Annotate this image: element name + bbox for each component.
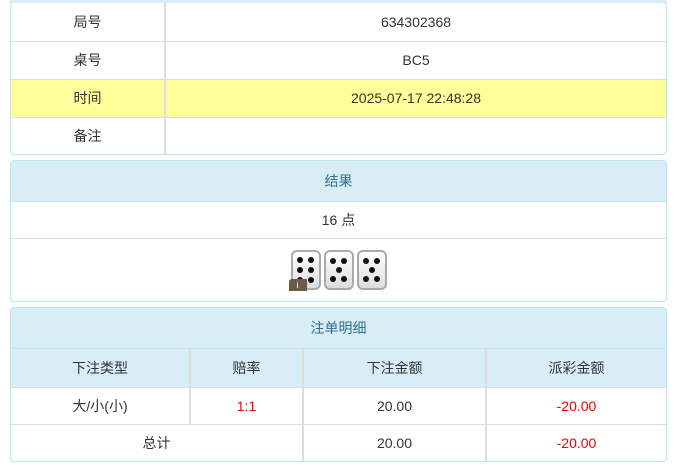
pip: [297, 256, 304, 263]
bet-details-panel: 注单明细 下注类型 赔率 下注金额 派彩金额 大/小(小) 1:1 20.00 …: [10, 307, 667, 462]
label: 时间: [11, 79, 166, 118]
pip: [341, 276, 348, 282]
value: [165, 117, 666, 154]
odds: 1:1: [190, 387, 304, 425]
header-amount: 下注金额: [303, 349, 487, 388]
total-label: 总计: [11, 424, 304, 461]
result-panel: 结果 16 点 i: [10, 160, 667, 302]
info-row-round: 局号 634302368: [11, 3, 666, 42]
panel-top-strip: [10, 0, 667, 4]
label: 备注: [11, 117, 166, 154]
dice-group: i: [288, 250, 387, 291]
pip: [374, 276, 381, 282]
pip: [329, 276, 336, 282]
info-badge-icon[interactable]: i: [288, 279, 307, 291]
amount: 20.00: [303, 387, 487, 425]
die-5: [323, 250, 354, 290]
info-row-time: 时间 2025-07-17 22:48:28: [11, 79, 666, 118]
pip: [335, 267, 342, 273]
table-row: 大/小(小) 1:1 20.00 -20.00: [11, 387, 666, 425]
total-row: 总计 20.00 -20.00: [11, 424, 666, 461]
pip: [362, 258, 369, 264]
pip: [374, 258, 381, 264]
round-info-panel: 局号 634302368 桌号 BC5 时间 2025-07-17 22:48:28 …: [10, 3, 667, 155]
total-amount: 20.00: [303, 424, 487, 461]
value: 2025-07-17 22:48:28: [165, 79, 666, 118]
info-row-note: 备注: [11, 117, 666, 154]
value: 634302368: [165, 3, 666, 42]
pip: [307, 277, 314, 284]
pip: [329, 258, 336, 264]
total-payout: -20.00: [556, 434, 597, 451]
die-5: [356, 250, 387, 290]
pip: [368, 267, 375, 273]
info-row-table: 桌号 BC5: [11, 41, 666, 80]
result-title: 结果: [11, 161, 666, 202]
pip: [362, 276, 369, 282]
header-payout: 派彩金额: [486, 349, 666, 388]
payout: -20.00: [486, 387, 666, 425]
label: 桌号: [11, 41, 166, 80]
result-points: 16 点: [11, 202, 666, 239]
header-odds: 赔率: [190, 349, 304, 388]
bet-table-header: 下注类型 赔率 下注金额 派彩金额: [11, 349, 666, 388]
header-bet-type: 下注类型: [11, 349, 191, 388]
bet-details-title: 注单明细: [11, 308, 666, 349]
label: 局号: [11, 3, 166, 42]
pip: [341, 258, 348, 264]
pip: [297, 267, 304, 273]
pip: [307, 256, 314, 263]
value: BC5: [165, 41, 666, 80]
pip: [307, 267, 314, 273]
bet-type: 大/小(小): [11, 387, 191, 425]
